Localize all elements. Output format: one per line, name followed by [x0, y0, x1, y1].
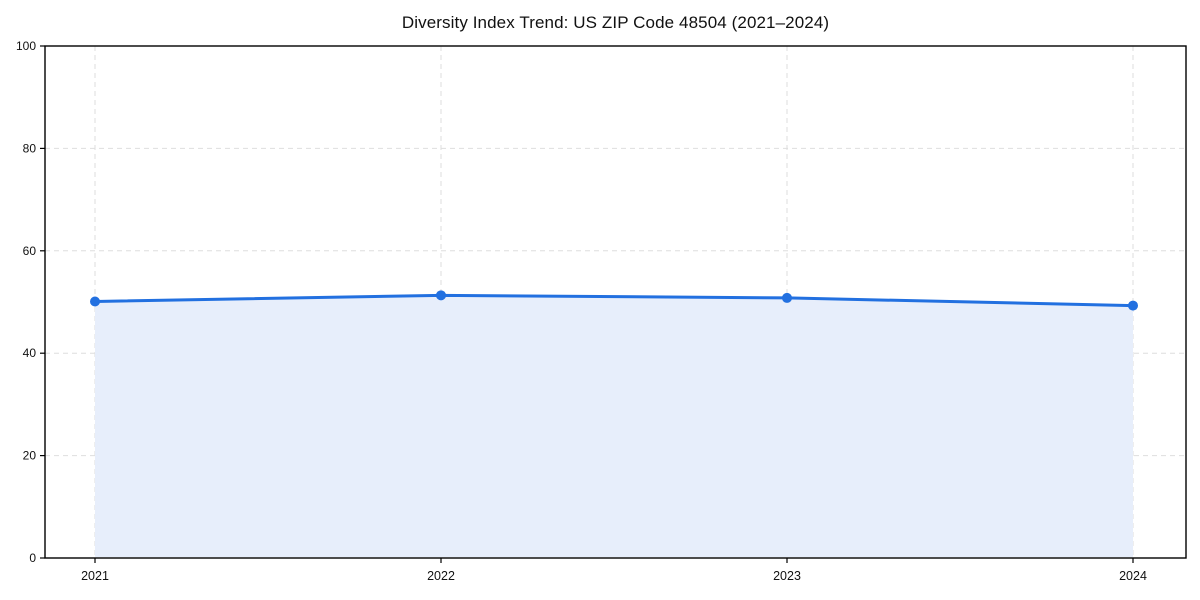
area-fill: [95, 295, 1133, 557]
chart-title: Diversity Index Trend: US ZIP Code 48504…: [401, 13, 830, 32]
y-tick-label: 60: [23, 244, 37, 258]
x-tick-label: 2022: [427, 569, 455, 583]
y-tick-label: 20: [23, 449, 37, 463]
data-point: [782, 292, 792, 303]
data-point: [436, 290, 446, 301]
x-tick-label: 2021: [81, 569, 109, 583]
data-point: [90, 296, 100, 307]
x-tick-label: 2024: [1119, 569, 1147, 583]
trend-line: [93, 293, 1135, 308]
x-tick-label: 2023: [773, 569, 801, 583]
y-tick-label: 0: [29, 551, 36, 565]
data-point: [1128, 300, 1138, 311]
y-tick-label: 40: [23, 346, 37, 360]
y-tick-label: 80: [23, 141, 37, 155]
plot-border: [44, 45, 1187, 559]
y-tick-label: 100: [16, 39, 36, 53]
